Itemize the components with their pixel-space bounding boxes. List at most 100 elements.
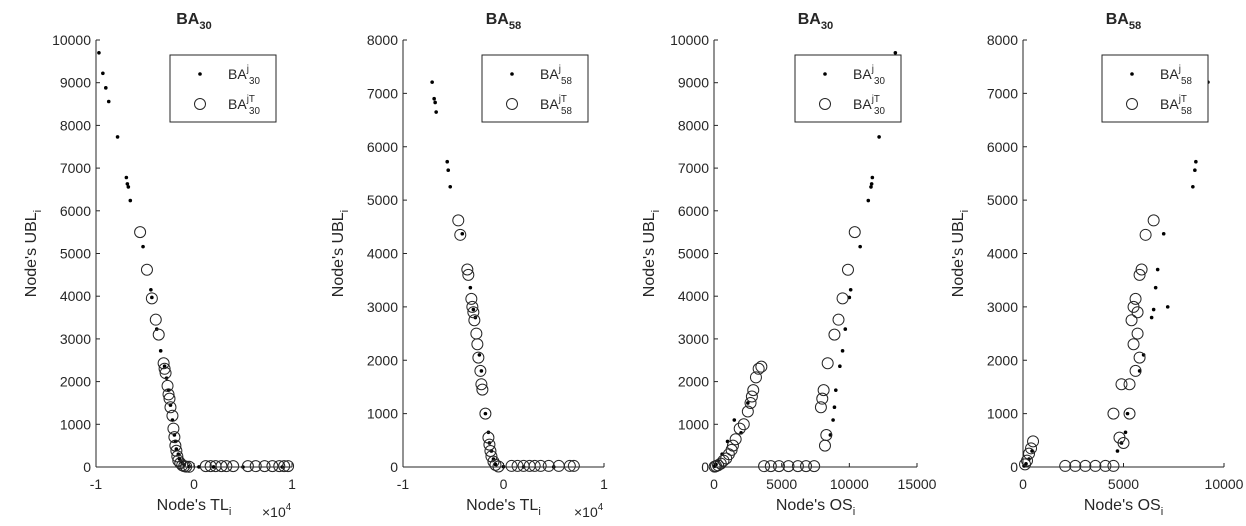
data-point-circle xyxy=(737,418,750,431)
data-point-circle xyxy=(1099,459,1112,472)
legend-label: BAj58 xyxy=(1160,64,1192,87)
data-point-circle xyxy=(758,460,771,473)
y-tick-label: 1000 xyxy=(678,416,709,432)
data-point-circle xyxy=(199,460,212,473)
legend-marker-circle xyxy=(1126,98,1138,110)
x-axis-label: Node's TLi xyxy=(157,497,232,518)
legend-label: BAjT 30 xyxy=(228,94,260,117)
data-point-dot xyxy=(430,80,434,84)
data-point-circle xyxy=(483,438,496,451)
data-point-circle xyxy=(1019,458,1032,471)
data-point-dot xyxy=(432,96,436,101)
y-tick-label: 6000 xyxy=(367,139,398,155)
y-tick-label: 10000 xyxy=(670,32,709,48)
y-tick-label: 2000 xyxy=(367,352,398,368)
legend-box xyxy=(1101,54,1209,123)
data-point-dot xyxy=(493,462,498,467)
data-point-circle xyxy=(848,226,861,239)
data-point-dot xyxy=(158,349,163,353)
y-tick-label: 8000 xyxy=(678,117,709,133)
data-point-circle xyxy=(772,460,785,473)
x-tick-label: 0 xyxy=(710,476,718,492)
data-point-circle xyxy=(818,439,831,452)
data-point-circle xyxy=(152,328,165,341)
data-point-circle xyxy=(708,460,721,473)
y-tick-label: 8000 xyxy=(987,32,1018,48)
data-point-circle xyxy=(157,357,170,370)
data-point-dot xyxy=(848,287,853,292)
series-1 xyxy=(1022,80,1210,468)
data-point-circle xyxy=(180,460,193,473)
data-point-circle xyxy=(1107,407,1120,420)
data-point-dot xyxy=(104,86,108,90)
y-tick-label: 0 xyxy=(701,459,709,475)
data-point-dot xyxy=(877,135,881,139)
data-point-dot xyxy=(1193,168,1197,173)
y-tick-label: 4000 xyxy=(678,288,709,304)
legend-label: BAjT 58 xyxy=(1160,94,1192,117)
data-point-circle xyxy=(258,460,271,473)
x-tick-label: -1 xyxy=(90,476,103,492)
y-tick-label: 5000 xyxy=(367,192,398,208)
data-point-dot xyxy=(479,369,484,373)
legend-marker-circle xyxy=(819,98,831,110)
y-tick-label: 1000 xyxy=(987,406,1018,422)
data-point-circle xyxy=(836,292,849,305)
chart-panel-4: 0 1000 2000 3000 4000 5000 6000 7000 8000 0 5000 10… xyxy=(950,11,1244,518)
data-point-circle xyxy=(476,383,489,396)
x-axis-multiplier: ×104 xyxy=(262,502,292,520)
data-point-circle xyxy=(1079,459,1092,472)
data-point-circle xyxy=(567,459,580,472)
data-point-circle xyxy=(158,362,171,375)
y-tick-label: 5000 xyxy=(678,246,709,262)
y-axis-label: Node's UBLi xyxy=(23,210,44,297)
data-point-dot xyxy=(1115,449,1120,453)
y-tick-label: 6000 xyxy=(987,139,1018,155)
y-tick-label: 9000 xyxy=(60,75,91,91)
data-point-circle xyxy=(817,384,830,397)
data-point-dot xyxy=(866,198,871,203)
data-point-circle xyxy=(828,328,841,341)
data-point-dot xyxy=(1165,305,1170,309)
y-tick-label: 6000 xyxy=(678,203,709,219)
data-point-dot xyxy=(1155,267,1160,272)
y-tick-label: 3000 xyxy=(987,299,1018,315)
data-point-circle xyxy=(475,378,488,391)
data-point-circle xyxy=(174,457,187,470)
data-point-circle xyxy=(755,360,768,373)
data-point-circle xyxy=(542,459,555,472)
data-point-circle xyxy=(140,263,153,276)
data-point-circle xyxy=(465,292,478,305)
data-point-dot xyxy=(150,295,154,300)
data-point-circle xyxy=(278,460,291,473)
y-tick-label: 2000 xyxy=(60,374,91,390)
legend: BAj58 BAjT 58 xyxy=(1101,54,1209,123)
legend-marker-circle xyxy=(506,98,518,110)
data-point-circle xyxy=(505,459,518,472)
series-1 xyxy=(430,80,556,469)
y-tick-label: 5000 xyxy=(987,192,1018,208)
data-point-circle xyxy=(1115,378,1128,391)
data-point-dot xyxy=(1149,315,1154,320)
y-tick-label: 2000 xyxy=(678,374,709,390)
legend-marker-dot xyxy=(1130,72,1134,76)
data-point-circle xyxy=(729,433,742,446)
y-tick-label: 6000 xyxy=(60,203,91,219)
data-point-circle xyxy=(814,401,827,414)
x-axis-label: Node's OSi xyxy=(776,497,855,518)
y-tick-label: 5000 xyxy=(60,246,91,262)
y-axis-label: Node's UBLi xyxy=(950,210,971,297)
data-point-circle xyxy=(1129,364,1142,377)
data-point-circle xyxy=(1135,263,1148,276)
data-point-circle xyxy=(164,401,177,414)
data-point-circle xyxy=(1025,442,1038,455)
y-tick-label: 4000 xyxy=(367,246,398,262)
data-point-dot xyxy=(106,99,111,104)
data-point-circle xyxy=(454,228,467,241)
data-point-dot xyxy=(858,244,862,249)
x-tick-label: 1 xyxy=(288,476,296,492)
chart-title: BA58 xyxy=(1106,11,1142,32)
data-point-circle xyxy=(452,214,465,227)
legend-box xyxy=(481,54,589,123)
data-point-circle xyxy=(744,396,757,409)
